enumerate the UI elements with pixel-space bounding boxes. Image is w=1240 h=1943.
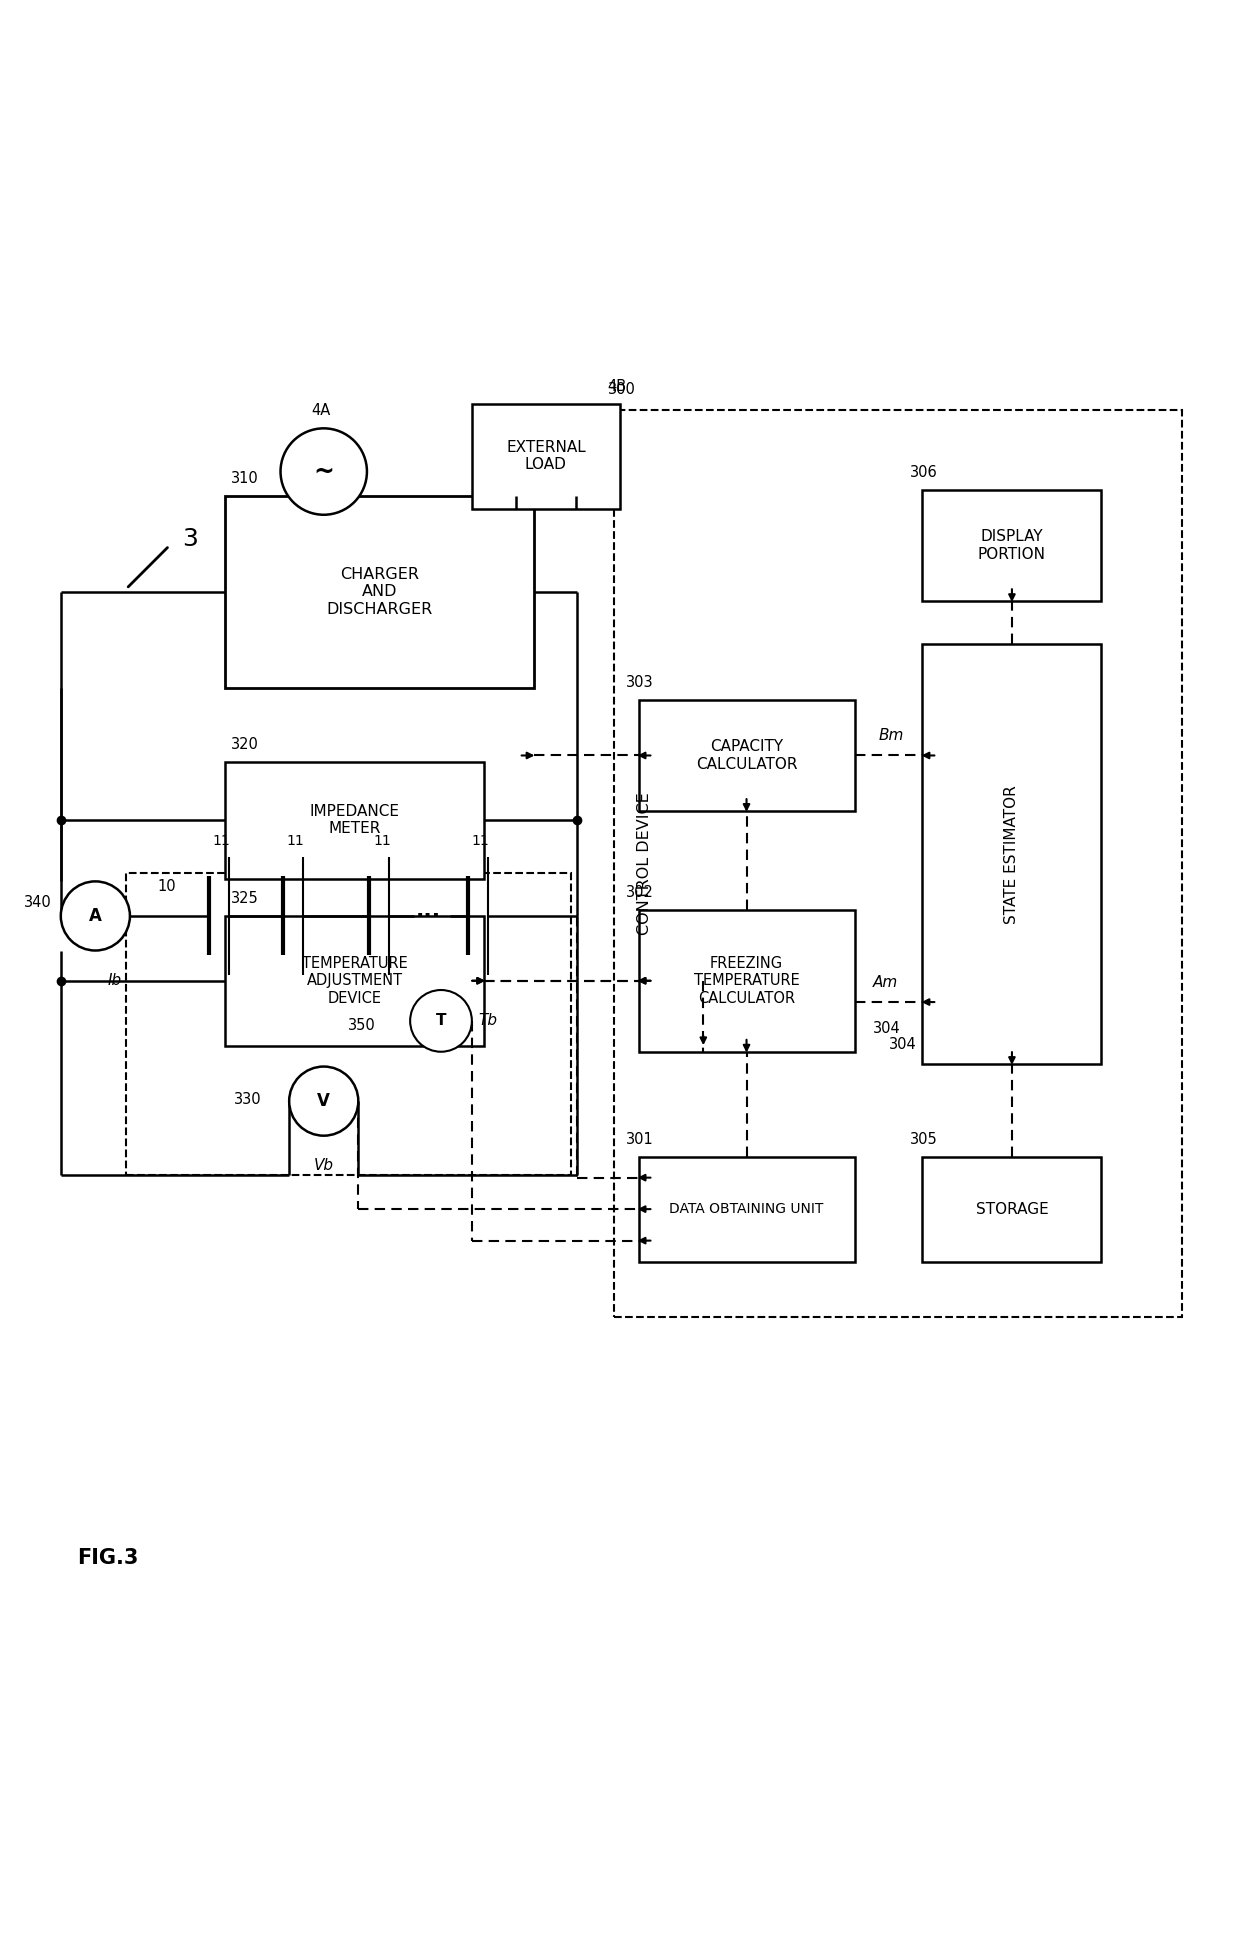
Text: ~: ~	[314, 460, 334, 484]
Text: 300: 300	[608, 383, 636, 398]
Text: TEMPERATURE
ADJUSTMENT
DEVICE: TEMPERATURE ADJUSTMENT DEVICE	[301, 956, 408, 1006]
Text: 11: 11	[373, 834, 391, 847]
Bar	[126, 872, 570, 1176]
Bar	[224, 495, 533, 688]
Text: IMPEDANCE
METER: IMPEDANCE METER	[310, 804, 399, 837]
Text: CONTROL DEVICE: CONTROL DEVICE	[637, 793, 652, 935]
Text: 330: 330	[233, 1092, 262, 1108]
Circle shape	[280, 427, 367, 515]
Text: 11: 11	[472, 834, 490, 847]
Bar	[614, 410, 1182, 1317]
Bar	[472, 404, 620, 509]
Text: 310: 310	[231, 472, 259, 486]
Text: 305: 305	[910, 1131, 937, 1146]
Text: 302: 302	[626, 884, 653, 900]
Text: 11: 11	[286, 834, 305, 847]
Text: 350: 350	[348, 1018, 376, 1034]
Text: A: A	[89, 907, 102, 925]
Text: Tb: Tb	[479, 1014, 497, 1028]
Text: ···: ···	[417, 905, 441, 927]
Text: V: V	[317, 1092, 330, 1109]
Text: Bm: Bm	[879, 729, 904, 742]
Text: CAPACITY
CALCULATOR: CAPACITY CALCULATOR	[696, 738, 797, 771]
Text: 306: 306	[910, 464, 937, 480]
Circle shape	[61, 882, 130, 950]
Bar	[639, 1156, 854, 1261]
Circle shape	[410, 991, 472, 1051]
Text: Am: Am	[873, 975, 898, 989]
Text: 4B: 4B	[608, 379, 626, 394]
Text: STORAGE: STORAGE	[976, 1201, 1048, 1216]
Text: 11: 11	[212, 834, 231, 847]
Bar	[923, 490, 1101, 600]
Text: DISPLAY
PORTION: DISPLAY PORTION	[978, 528, 1045, 562]
Text: FIG.3: FIG.3	[77, 1549, 138, 1568]
Text: DATA OBTAINING UNIT: DATA OBTAINING UNIT	[670, 1203, 823, 1216]
Text: T: T	[435, 1014, 446, 1028]
Text: Ib: Ib	[108, 973, 122, 987]
Bar	[639, 909, 854, 1051]
Bar	[224, 762, 484, 878]
Circle shape	[289, 1067, 358, 1135]
Text: 4A: 4A	[311, 404, 331, 418]
Text: CHARGER
AND
DISCHARGER: CHARGER AND DISCHARGER	[326, 567, 433, 616]
Bar	[923, 645, 1101, 1065]
Text: 3: 3	[182, 527, 197, 552]
Text: EXTERNAL
LOAD: EXTERNAL LOAD	[506, 439, 585, 472]
Text: 340: 340	[24, 896, 52, 909]
Text: 325: 325	[231, 892, 259, 905]
Text: 10: 10	[157, 878, 176, 894]
Bar	[639, 699, 854, 810]
Text: 303: 303	[626, 674, 653, 690]
Text: 320: 320	[231, 736, 259, 752]
Text: 304: 304	[873, 1020, 900, 1036]
Text: 301: 301	[626, 1131, 653, 1146]
Bar	[923, 1156, 1101, 1261]
Text: STATE ESTIMATOR: STATE ESTIMATOR	[1004, 785, 1019, 923]
Bar	[224, 915, 484, 1045]
Text: FREEZING
TEMPERATURE
CALCULATOR: FREEZING TEMPERATURE CALCULATOR	[693, 956, 800, 1006]
Text: Vb: Vb	[314, 1158, 334, 1174]
Text: 304: 304	[889, 1038, 916, 1051]
